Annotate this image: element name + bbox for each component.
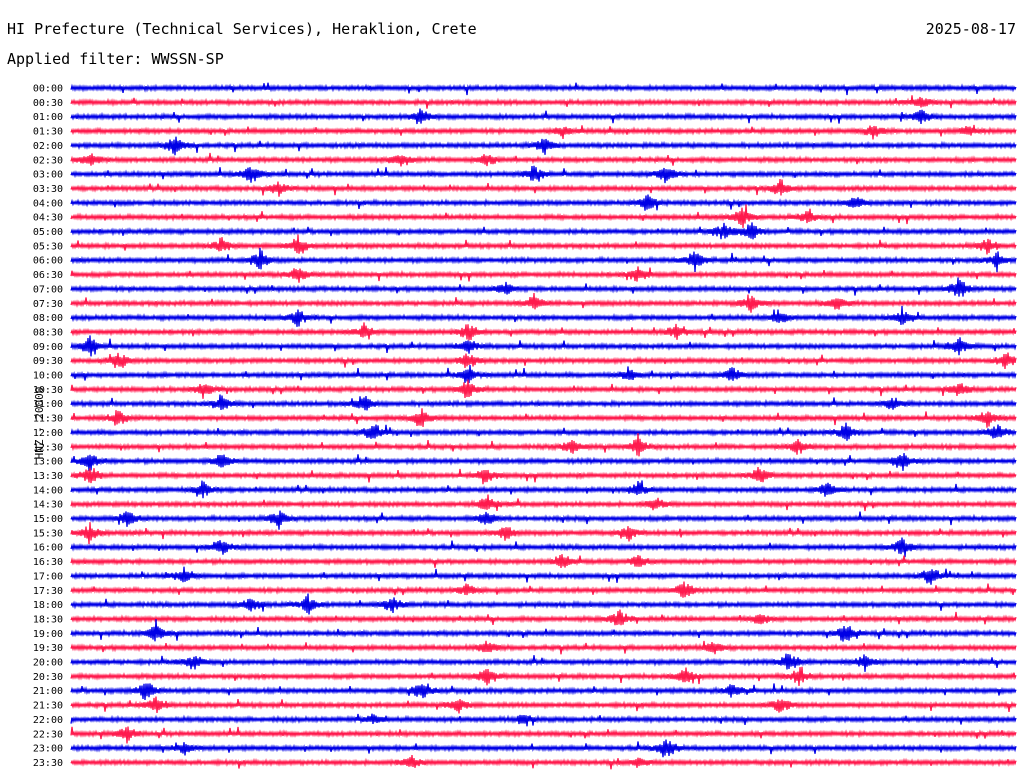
time-tick-label: 19:00 xyxy=(33,629,63,640)
time-tick-label: 23:30 xyxy=(33,758,63,769)
station-title: HI Prefecture (Technical Services), Hera… xyxy=(7,20,477,38)
seismic-trace-line xyxy=(70,453,1017,472)
time-tick-label: 13:30 xyxy=(33,471,63,482)
seismic-trace-line xyxy=(70,394,1017,411)
time-tick-label: 19:30 xyxy=(33,643,63,654)
seismic-trace-line xyxy=(70,204,1017,228)
time-tick-label: 14:30 xyxy=(33,500,63,511)
time-tick-label: 08:00 xyxy=(33,313,63,324)
seismic-trace-line xyxy=(70,234,1017,255)
time-tick-label: 00:30 xyxy=(33,98,63,109)
time-tick-label: 22:30 xyxy=(33,729,63,740)
time-tick-label: 04:00 xyxy=(33,198,63,209)
filter-label: Applied filter: WWSSN-SP xyxy=(7,50,224,68)
time-tick-label: 09:30 xyxy=(33,356,63,367)
time-tick-label: 02:00 xyxy=(33,141,63,152)
seismic-trace-line xyxy=(70,510,1017,530)
seismic-trace-line xyxy=(70,433,1017,457)
time-tick-label: 16:30 xyxy=(33,557,63,568)
time-tick-label: 16:00 xyxy=(33,543,63,554)
time-tick-label: 20:00 xyxy=(33,658,63,669)
time-tick-label: 03:00 xyxy=(33,170,63,181)
time-tick-label: 14:00 xyxy=(33,485,63,496)
seismic-trace-line xyxy=(70,364,1017,384)
time-tick-label: 09:00 xyxy=(33,342,63,353)
time-tick-label: 05:00 xyxy=(33,227,63,238)
time-tick-label: 07:00 xyxy=(33,284,63,295)
time-tick-label: 23:00 xyxy=(33,744,63,755)
time-tick-label: 03:30 xyxy=(33,184,63,195)
time-tick-label: 18:00 xyxy=(33,600,63,611)
time-tick-label: 13:00 xyxy=(33,457,63,468)
time-tick-label: 12:00 xyxy=(33,428,63,439)
seismic-trace-line xyxy=(70,726,1017,744)
seismic-trace-line xyxy=(70,305,1017,327)
seismic-trace-line xyxy=(70,494,1017,512)
time-tick-label: 06:30 xyxy=(33,270,63,281)
seismic-trace-line xyxy=(70,619,1017,642)
time-tick-label: 22:00 xyxy=(33,715,63,726)
seismic-trace-line xyxy=(70,609,1017,626)
time-tick-label: 12:30 xyxy=(33,442,63,453)
time-tick-label: 04:30 xyxy=(33,213,63,224)
time-tick-label: 15:00 xyxy=(33,514,63,525)
time-tick-label: 15:30 xyxy=(33,528,63,539)
time-tick-label: 21:00 xyxy=(33,686,63,697)
time-tick-label: 05:30 xyxy=(33,241,63,252)
plot-date: 2025-08-17 xyxy=(925,20,1016,38)
time-tick-label: 21:30 xyxy=(33,701,63,712)
time-tick-label: 20:30 xyxy=(33,672,63,683)
time-tick-label: 11:30 xyxy=(33,414,63,425)
time-tick-label: 10:30 xyxy=(33,385,63,396)
time-tick-label: 02:30 xyxy=(33,155,63,166)
seismic-trace-line xyxy=(70,683,1017,700)
seismic-trace-line xyxy=(70,124,1017,140)
time-tick-label: 17:00 xyxy=(33,571,63,582)
time-tick-label: 07:30 xyxy=(33,299,63,310)
time-tick-label: 08:30 xyxy=(33,327,63,338)
time-tick-label: 01:00 xyxy=(33,112,63,123)
time-tick-label: 10:00 xyxy=(33,371,63,382)
time-tick-label: 11:00 xyxy=(33,399,63,410)
time-tick-label: 00:00 xyxy=(33,84,63,95)
time-tick-label: 18:30 xyxy=(33,614,63,625)
seismic-trace-line xyxy=(70,82,1017,96)
time-tick-label: 17:30 xyxy=(33,586,63,597)
time-tick-label: 01:30 xyxy=(33,127,63,138)
time-tick-label: 06:00 xyxy=(33,256,63,267)
seismic-trace-line xyxy=(70,277,1017,297)
